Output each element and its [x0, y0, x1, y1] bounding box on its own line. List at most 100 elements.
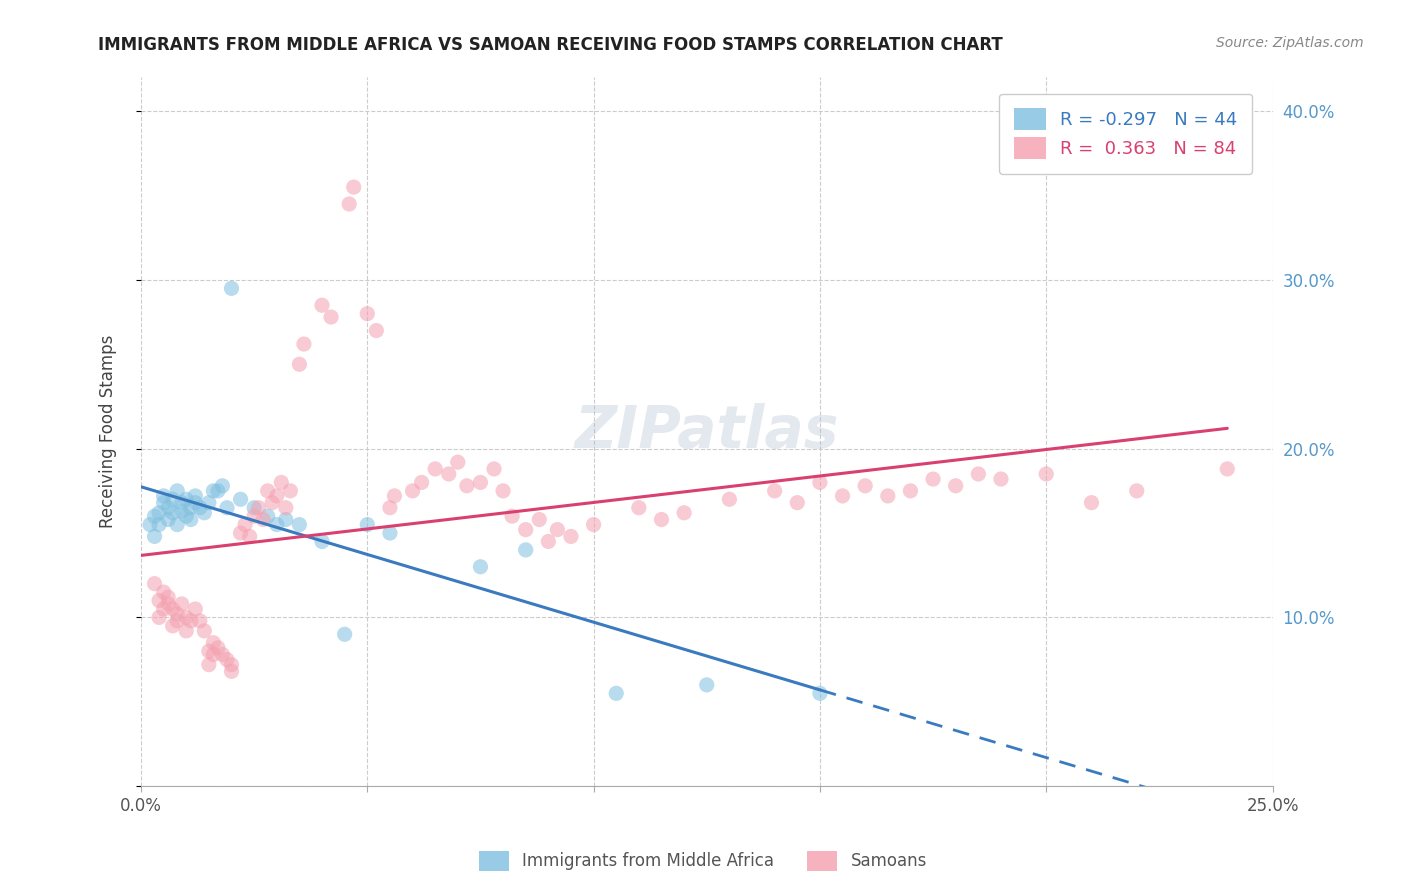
Text: Source: ZipAtlas.com: Source: ZipAtlas.com	[1216, 36, 1364, 50]
Point	[560, 529, 582, 543]
Point	[188, 614, 211, 628]
Point	[174, 624, 197, 638]
Point	[808, 686, 831, 700]
Point	[673, 506, 696, 520]
Point	[311, 534, 333, 549]
Point	[184, 489, 207, 503]
Point	[143, 509, 166, 524]
Point	[198, 496, 221, 510]
Point	[262, 496, 284, 510]
Text: ZIPatlas: ZIPatlas	[575, 403, 839, 460]
Legend: R = -0.297   N = 44, R =  0.363   N = 84: R = -0.297 N = 44, R = 0.363 N = 84	[1000, 94, 1253, 174]
Point	[582, 517, 605, 532]
Point	[207, 640, 229, 655]
Point	[501, 509, 523, 524]
Point	[166, 483, 188, 498]
Point	[401, 483, 423, 498]
Point	[180, 500, 202, 515]
Point	[333, 627, 356, 641]
Point	[546, 523, 568, 537]
Point	[229, 492, 252, 507]
Point	[148, 610, 170, 624]
Point	[188, 500, 211, 515]
Point	[256, 483, 278, 498]
Point	[221, 281, 243, 295]
Point	[162, 602, 184, 616]
Point	[202, 636, 225, 650]
Point	[162, 506, 184, 520]
Point	[378, 526, 401, 541]
Point	[193, 624, 215, 638]
Y-axis label: Receiving Food Stamps: Receiving Food Stamps	[100, 335, 117, 528]
Point	[211, 648, 233, 662]
Point	[143, 576, 166, 591]
Point	[274, 500, 297, 515]
Point	[292, 337, 315, 351]
Point	[229, 526, 252, 541]
Point	[184, 496, 207, 510]
Point	[180, 512, 202, 526]
Point	[148, 506, 170, 520]
Point	[193, 506, 215, 520]
Point	[174, 492, 197, 507]
Point	[515, 542, 537, 557]
Point	[696, 678, 718, 692]
Point	[207, 483, 229, 498]
Point	[162, 619, 184, 633]
Point	[763, 483, 786, 498]
Point	[266, 517, 288, 532]
Point	[202, 648, 225, 662]
Point	[174, 610, 197, 624]
Point	[278, 483, 301, 498]
Point	[967, 467, 990, 481]
Point	[831, 489, 853, 503]
Point	[152, 489, 174, 503]
Point	[437, 467, 460, 481]
Point	[605, 686, 627, 700]
Point	[221, 665, 243, 679]
Point	[215, 652, 238, 666]
Point	[215, 500, 238, 515]
Point	[337, 197, 360, 211]
Point	[378, 500, 401, 515]
Point	[247, 500, 270, 515]
Point	[143, 529, 166, 543]
Point	[157, 590, 180, 604]
Point	[1125, 483, 1147, 498]
Point	[529, 512, 551, 526]
Point	[853, 479, 876, 493]
Point	[718, 492, 741, 507]
Point	[1035, 467, 1057, 481]
Legend: Immigrants from Middle Africa, Samoans: Immigrants from Middle Africa, Samoans	[471, 842, 935, 880]
Point	[482, 462, 505, 476]
Point	[411, 475, 433, 490]
Point	[319, 310, 342, 324]
Point	[356, 307, 378, 321]
Point	[139, 517, 162, 532]
Point	[876, 489, 898, 503]
Point	[456, 479, 478, 493]
Point	[808, 475, 831, 490]
Point	[470, 559, 492, 574]
Point	[945, 479, 967, 493]
Point	[470, 475, 492, 490]
Point	[157, 597, 180, 611]
Point	[211, 479, 233, 493]
Text: IMMIGRANTS FROM MIDDLE AFRICA VS SAMOAN RECEIVING FOOD STAMPS CORRELATION CHART: IMMIGRANTS FROM MIDDLE AFRICA VS SAMOAN …	[98, 36, 1002, 54]
Point	[650, 512, 672, 526]
Point	[152, 496, 174, 510]
Point	[256, 509, 278, 524]
Point	[166, 517, 188, 532]
Point	[198, 644, 221, 658]
Point	[270, 475, 292, 490]
Point	[288, 517, 311, 532]
Point	[1216, 462, 1239, 476]
Point	[492, 483, 515, 498]
Point	[384, 489, 406, 503]
Point	[900, 483, 922, 498]
Point	[148, 517, 170, 532]
Point	[627, 500, 650, 515]
Point	[266, 489, 288, 503]
Point	[157, 500, 180, 515]
Point	[152, 602, 174, 616]
